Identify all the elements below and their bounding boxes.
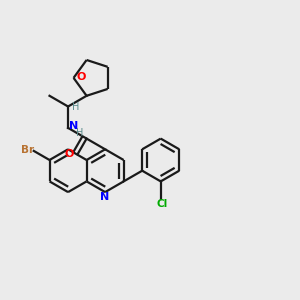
Text: Br: Br bbox=[21, 145, 34, 155]
Text: O: O bbox=[65, 149, 74, 159]
Text: H: H bbox=[72, 101, 79, 112]
Text: Cl: Cl bbox=[157, 199, 168, 209]
Text: H: H bbox=[76, 128, 83, 138]
Text: N: N bbox=[69, 122, 78, 131]
Text: N: N bbox=[100, 192, 110, 202]
Text: O: O bbox=[76, 72, 86, 82]
